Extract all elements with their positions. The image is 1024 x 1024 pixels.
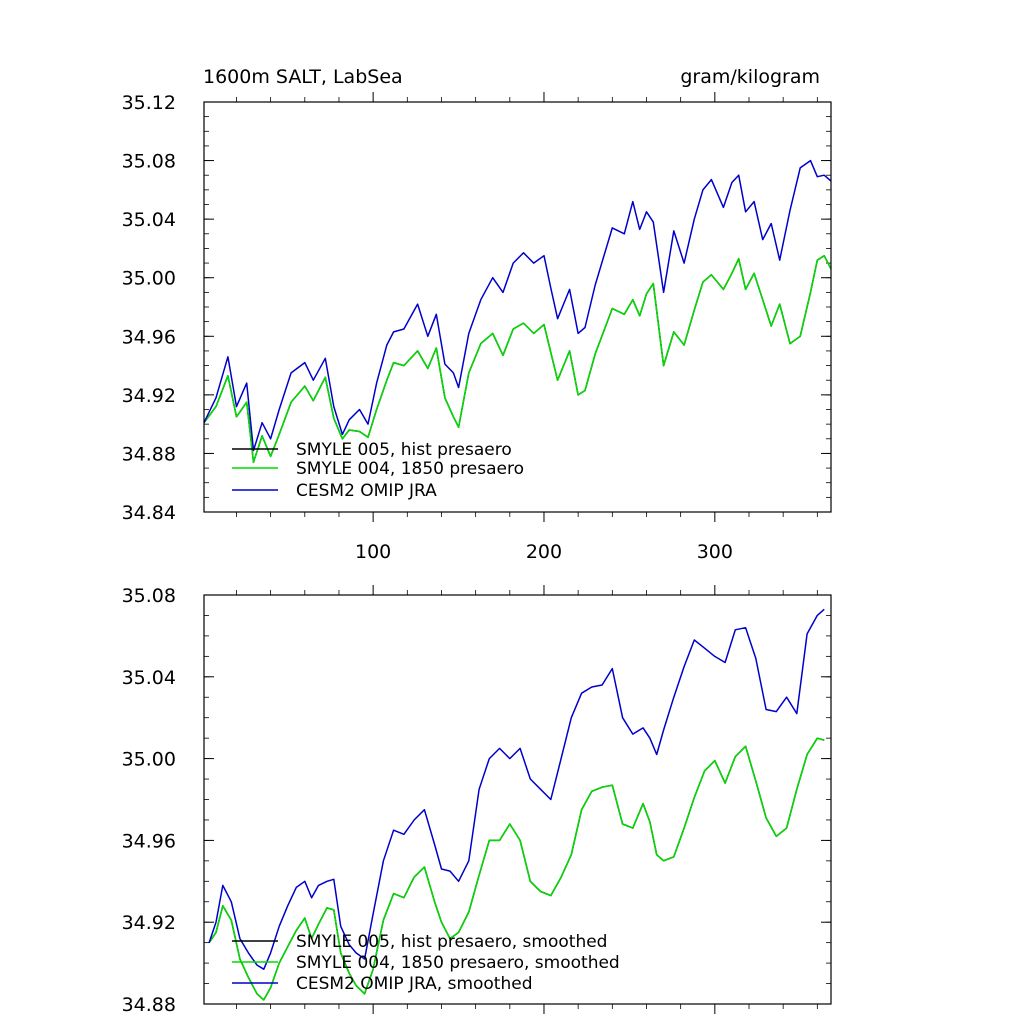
top-panel: 1600m SALT, LabSea gram/kilogram 34.8434… — [122, 66, 832, 563]
top-ytick-label: 35.00 — [122, 268, 176, 290]
top-ytick-label: 35.12 — [122, 92, 176, 114]
bottom-ytick-label: 34.96 — [122, 830, 176, 852]
bottom-legend-label-2: SMYLE 004, 1850 presaero, smoothed — [296, 953, 620, 973]
bottom-ytick-label: 35.04 — [122, 667, 176, 689]
bottom-series-line-3 — [208, 608, 825, 970]
top-series-lines — [203, 159, 832, 463]
bottom-ytick-label: 34.92 — [122, 912, 176, 934]
bottom-legend: SMYLE 005, hist presaero, smoothed SMYLE… — [232, 932, 620, 994]
bottom-panel: 34.88 34.92 34.96 35.00 35.04 35.08 SMYLE 005… — [122, 585, 832, 1016]
bottom-ytick-label: 35.00 — [122, 749, 176, 771]
top-xtick-label: 300 — [697, 541, 733, 563]
bottom-series-line-2 — [208, 737, 825, 1001]
bottom-legend-label-1: SMYLE 005, hist presaero, smoothed — [296, 932, 607, 952]
top-ytick-label: 35.04 — [122, 209, 176, 231]
bottom-ytick-label: 35.08 — [122, 585, 176, 607]
top-axes: 34.84 34.88 34.92 34.96 35.00 35.04 35.08 35.12… — [122, 92, 831, 563]
bottom-plot-frame — [203, 594, 832, 1005]
top-legend-label-2: SMYLE 004, 1850 presaero — [296, 459, 524, 479]
top-ytick-label: 34.96 — [122, 326, 176, 348]
top-title-left: 1600m SALT, LabSea — [203, 66, 403, 88]
top-series-line-3 — [203, 159, 832, 452]
bottom-series-lines — [208, 608, 825, 1001]
top-legend-label-3: CESM2 OMIP JRA — [296, 481, 437, 501]
top-legend-label-1: SMYLE 005, hist presaero — [296, 440, 512, 460]
top-plot-frame — [203, 101, 832, 513]
top-title-right: gram/kilogram — [680, 66, 820, 88]
top-series-line-1 — [203, 254, 832, 463]
top-ytick-label: 34.92 — [122, 385, 176, 407]
bottom-ytick-label: 34.88 — [122, 994, 176, 1016]
top-ytick-label: 34.84 — [122, 502, 176, 524]
top-series-line-2 — [203, 254, 832, 463]
top-xtick-label: 100 — [355, 541, 391, 563]
top-ytick-label: 34.88 — [122, 443, 176, 465]
top-xtick-label: 200 — [526, 541, 562, 563]
bottom-legend-label-3: CESM2 OMIP JRA, smoothed — [296, 974, 533, 994]
top-legend: SMYLE 005, hist presaero SMYLE 004, 1850… — [232, 440, 524, 501]
top-ytick-label: 35.08 — [122, 151, 176, 173]
